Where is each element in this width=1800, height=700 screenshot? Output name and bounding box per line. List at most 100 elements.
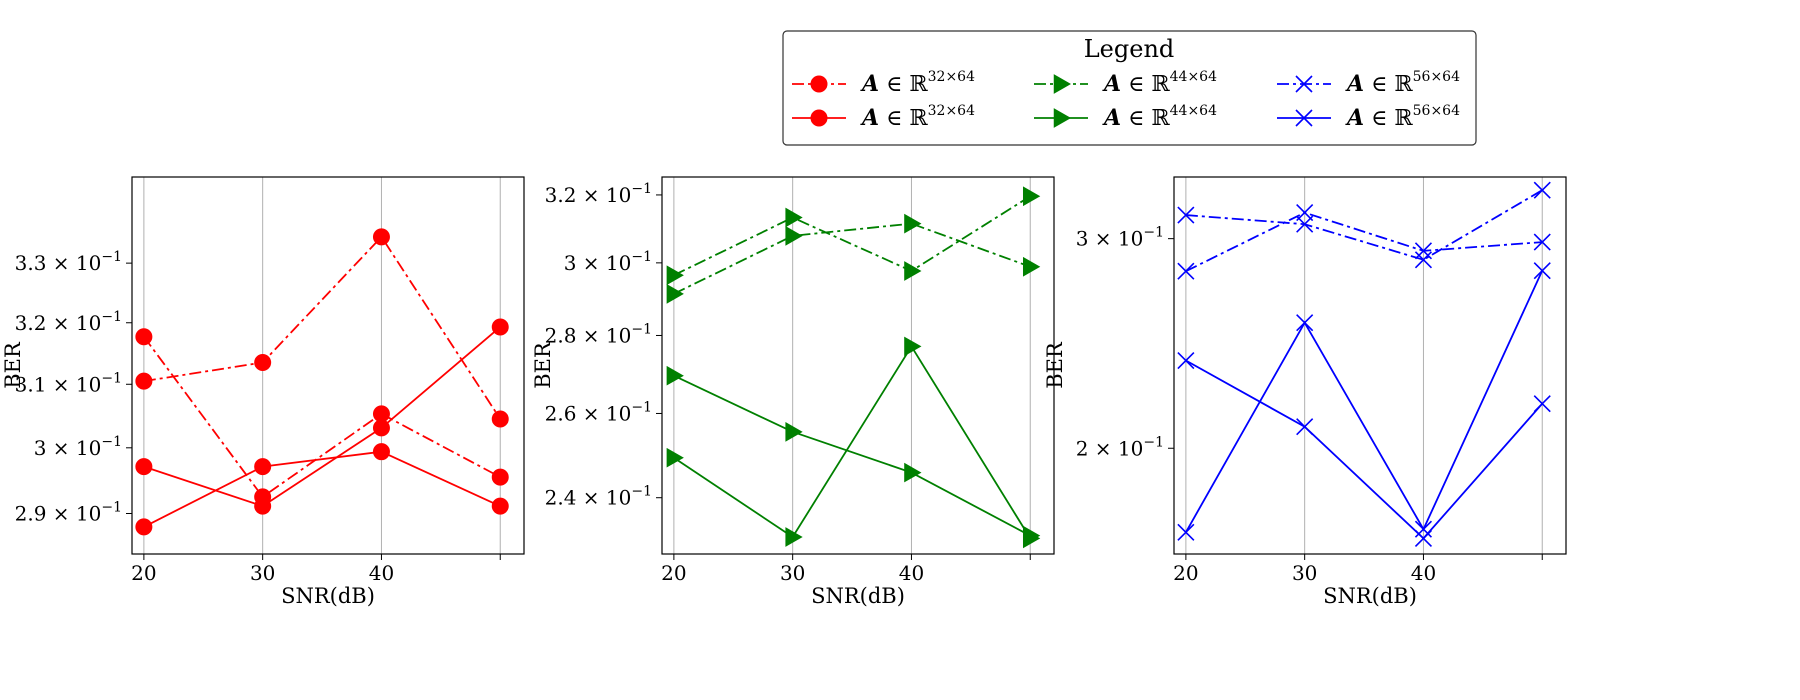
data-point — [1533, 262, 1551, 280]
legend-title: Legend — [1084, 35, 1175, 63]
y-axis-label: BER — [1043, 341, 1067, 389]
y-tick-exponent: −1 — [631, 249, 652, 265]
legend-label-exponent: 44×64 — [1170, 69, 1217, 85]
data-point — [1022, 186, 1041, 207]
data-point — [1414, 251, 1433, 269]
y-tick-exponent: −1 — [631, 484, 652, 500]
y-tick-mantissa: 3.2 × 10 — [545, 183, 632, 207]
legend-marker — [1053, 74, 1072, 94]
y-tick-label: 3.2 × 10−1 — [545, 181, 652, 207]
legend-label-base: A — [1102, 71, 1121, 97]
series-line-1 — [673, 195, 1031, 277]
y-tick-label: 3 × 10−1 — [1076, 225, 1164, 251]
data-point — [904, 462, 922, 483]
y-tick-mantissa: 2.9 × 10 — [15, 501, 102, 525]
y-tick-exponent: −1 — [631, 399, 652, 415]
legend-marker — [1295, 109, 1313, 127]
x-tick-label: 40 — [369, 561, 394, 585]
data-point — [491, 497, 509, 515]
y-tick-label: 3 × 10−1 — [34, 434, 122, 460]
y-tick-mantissa: 3.3 × 10 — [15, 251, 102, 275]
legend-entry: A ∈ ℝ32×64 — [792, 69, 975, 97]
series-line-2 — [143, 336, 501, 499]
y-tick-label: 3.2 × 10−1 — [15, 309, 122, 335]
legend-label-exponent: 32×64 — [928, 69, 975, 85]
data-point — [1022, 528, 1041, 549]
x-axis-label: SNR(dB) — [1323, 584, 1417, 608]
data-point — [135, 458, 153, 476]
axes-frame — [661, 176, 1055, 555]
data-point — [491, 468, 509, 486]
legend-label-rest: ∈ ℝ — [1364, 106, 1413, 131]
data-point — [254, 354, 272, 372]
legend-label: A ∈ ℝ56×64 — [1345, 103, 1460, 131]
data-point — [785, 225, 803, 246]
legend-label: A ∈ ℝ56×64 — [1345, 69, 1460, 97]
legend-entry: A ∈ ℝ44×64 — [1034, 69, 1217, 97]
data-point — [1296, 204, 1314, 222]
legend-label-exponent: 32×64 — [928, 103, 975, 119]
y-tick-label: 3 × 10−1 — [564, 249, 652, 275]
legend-label: A ∈ ℝ32×64 — [860, 103, 975, 131]
data-point — [135, 328, 153, 346]
data-point — [135, 372, 153, 390]
series-line-3 — [673, 374, 1031, 537]
legend-label-rest: ∈ ℝ — [1364, 72, 1413, 97]
series-line-4 — [143, 450, 501, 528]
y-tick-label: 2 × 10−1 — [1076, 434, 1164, 460]
y-tick-exponent: −1 — [101, 499, 122, 515]
legend-label: A ∈ ℝ32×64 — [860, 69, 975, 97]
data-point — [904, 213, 922, 234]
y-tick-exponent: −1 — [101, 309, 122, 325]
data-point — [1533, 233, 1551, 251]
data-point — [135, 518, 153, 536]
x-tick-label: 30 — [1292, 561, 1317, 585]
chart-panels: 20 30 402.9 × 10−13 × 10−13.1 × 10−13.2 × … — [1, 176, 1567, 608]
data-point — [372, 419, 390, 437]
x-axis-label: SNR(dB) — [281, 584, 375, 608]
data-point — [666, 365, 684, 386]
y-tick-mantissa: 3 × 10 — [1076, 227, 1144, 251]
series-line-3 — [1185, 359, 1543, 540]
data-point — [666, 283, 684, 304]
y-axis-label: BER — [531, 341, 555, 389]
y-tick-mantissa: 2.8 × 10 — [545, 323, 632, 347]
y-tick-mantissa: 2.4 × 10 — [545, 486, 632, 510]
series-line-1 — [1185, 189, 1543, 261]
y-tick-label: 3.1 × 10−1 — [15, 370, 122, 396]
series-line-4 — [673, 344, 1032, 539]
x-tick-label: 40 — [899, 561, 924, 585]
series-line-2 — [1185, 211, 1543, 272]
y-tick-label: 3.3 × 10−1 — [15, 249, 122, 275]
data-point — [1177, 523, 1195, 541]
x-axis-label: SNR(dB) — [811, 584, 905, 608]
legend-label-base: A — [1345, 105, 1364, 131]
y-axis-label: BER — [1, 341, 25, 389]
data-point — [491, 410, 509, 428]
data-point — [904, 336, 922, 357]
data-point — [491, 318, 509, 336]
legend-label: A ∈ ℝ44×64 — [1102, 103, 1217, 131]
legend-label-base: A — [1102, 105, 1121, 131]
legend-entry: A ∈ ℝ32×64 — [792, 103, 975, 131]
y-tick-mantissa: 3 × 10 — [34, 436, 102, 460]
y-tick-label: 2.8 × 10−1 — [545, 321, 652, 347]
y-tick-mantissa: 3 × 10 — [564, 251, 632, 275]
data-point — [1533, 181, 1551, 199]
data-point — [372, 443, 390, 461]
y-tick-label: 2.9 × 10−1 — [15, 499, 122, 525]
legend-marker — [810, 75, 828, 93]
data-point — [904, 261, 922, 281]
data-point — [785, 421, 803, 442]
x-tick-label: 20 — [131, 561, 156, 585]
data-point — [1177, 351, 1195, 370]
data-point — [1414, 529, 1433, 547]
data-point — [1296, 418, 1314, 436]
legend-label-base: A — [860, 105, 879, 131]
series-line-2 — [673, 222, 1031, 295]
legend-marker — [1053, 108, 1072, 128]
axes-frame — [131, 176, 525, 555]
x-tick-label: 20 — [1173, 561, 1198, 585]
